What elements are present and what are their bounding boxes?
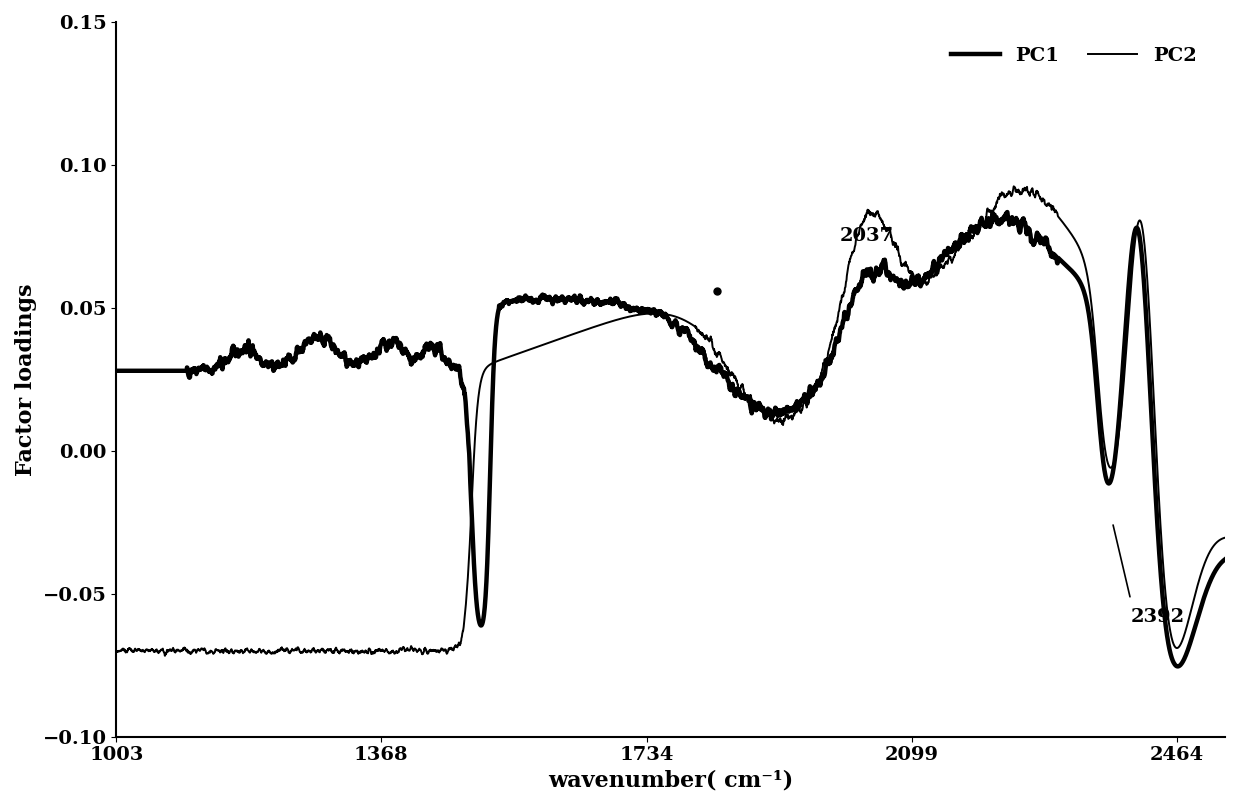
PC1 [1218, 554, 1233, 564]
PC2 [636, 309, 651, 319]
Y-axis label: Factor loadings: Factor loadings [15, 283, 37, 475]
PC1 [914, 279, 929, 289]
PC1 [1128, 224, 1143, 233]
PC1 [1184, 634, 1199, 644]
PC1 [1171, 662, 1185, 671]
PC2 [109, 646, 124, 656]
PC2 [1128, 227, 1143, 236]
Line: PC2: PC2 [117, 186, 1225, 656]
Text: 2392: 2392 [1131, 608, 1184, 626]
X-axis label: wavenumber( cm⁻¹): wavenumber( cm⁻¹) [548, 770, 794, 792]
PC2 [575, 326, 590, 336]
Line: PC1: PC1 [117, 212, 1225, 667]
PC1 [584, 293, 599, 303]
PC2 [1007, 182, 1022, 191]
PC1 [574, 298, 589, 307]
PC1 [999, 207, 1014, 217]
PC2 [584, 323, 599, 332]
Text: 2037: 2037 [839, 227, 894, 245]
PC1 [636, 303, 651, 313]
PC2 [915, 274, 930, 284]
PC1 [109, 366, 124, 375]
PC2 [1218, 533, 1233, 542]
Legend: PC1, PC2: PC1, PC2 [944, 39, 1204, 73]
PC2 [157, 651, 172, 661]
PC2 [1184, 604, 1199, 613]
